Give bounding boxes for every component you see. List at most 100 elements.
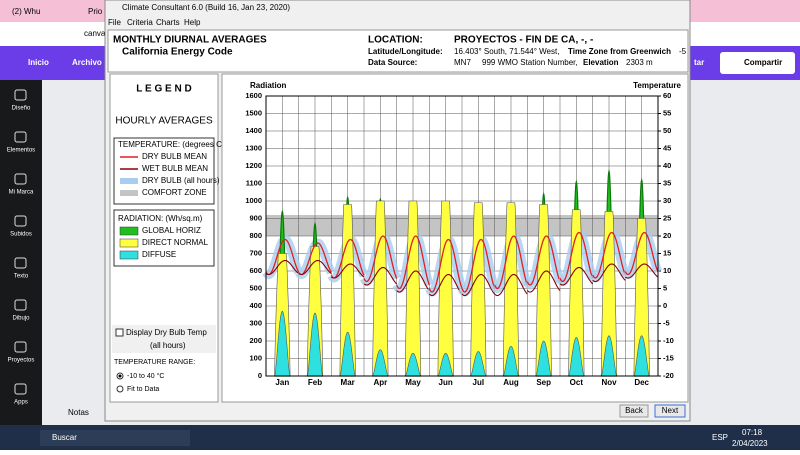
dry-bulb-mean bbox=[396, 235, 430, 290]
radiation-1 bbox=[372, 200, 389, 377]
radiation-2 bbox=[470, 351, 487, 377]
checkbox[interactable] bbox=[115, 328, 124, 337]
tab[interactable]: (2) Whu bbox=[12, 7, 40, 16]
radiation-1 bbox=[404, 200, 422, 377]
value: 16.403° South, 71.544° West, bbox=[454, 47, 559, 56]
x-tick-label: Jun bbox=[439, 378, 453, 387]
wet-bulb-mean bbox=[559, 266, 594, 286]
back-button[interactable] bbox=[619, 404, 649, 418]
sidebar-icon[interactable] bbox=[14, 299, 27, 311]
sidebar-icon[interactable] bbox=[14, 173, 27, 185]
sidebar-icon[interactable] bbox=[14, 89, 27, 101]
value: 2303 m bbox=[626, 58, 653, 67]
wet-bulb-mean bbox=[494, 273, 528, 297]
y2-tick-label: -20 bbox=[663, 371, 674, 380]
legend-item: DIRECT NORMAL bbox=[142, 238, 209, 247]
date: 2/04/2023 bbox=[732, 439, 768, 448]
sidebar-item[interactable]: Apps bbox=[14, 400, 28, 406]
y-axis-label: Radiation bbox=[250, 81, 287, 90]
radio-label[interactable]: Fit to Data bbox=[127, 386, 159, 393]
menu-item[interactable]: Criteria bbox=[127, 18, 153, 27]
legend-item: DRY BULB (all hours) bbox=[142, 176, 220, 185]
lang: ESP bbox=[712, 433, 728, 442]
value: 999 WMO Station Number, bbox=[482, 58, 578, 67]
y-tick-label: 1400 bbox=[245, 126, 262, 135]
y2-tick-label: 40 bbox=[663, 161, 671, 170]
notes[interactable]: Notas bbox=[68, 408, 89, 417]
menu-item[interactable]: Charts bbox=[156, 18, 180, 27]
tab[interactable]: Prio bbox=[88, 7, 103, 16]
button-label[interactable]: Next bbox=[662, 406, 679, 415]
x-tick-label: Oct bbox=[570, 378, 584, 387]
y2-tick-label: 25 bbox=[663, 213, 671, 222]
legend-subtitle: HOURLY AVERAGES bbox=[115, 116, 213, 127]
y2-tick-label: 0 bbox=[663, 301, 667, 310]
radiation-1 bbox=[339, 204, 356, 377]
sidebar-item[interactable]: Diseño bbox=[12, 106, 31, 112]
dry-bulb-mean bbox=[624, 231, 659, 276]
value: PROYECTOS - FIN DE CA, -, - bbox=[454, 35, 593, 46]
y-tick-label: 1600 bbox=[245, 91, 262, 100]
sidebar-icon[interactable] bbox=[14, 341, 27, 353]
y-tick-label: 1100 bbox=[246, 178, 262, 187]
dry-bulb-mean bbox=[559, 231, 594, 283]
sidebar-icon[interactable] bbox=[14, 131, 27, 143]
toolbar-item[interactable]: Archivo bbox=[72, 58, 102, 67]
y2-tick-label: 35 bbox=[663, 178, 671, 187]
search[interactable]: Buscar bbox=[52, 433, 77, 442]
dry-bulb-mean bbox=[363, 235, 398, 283]
y-tick-label: 200 bbox=[249, 336, 262, 345]
radiation-2 bbox=[601, 335, 617, 377]
y-tick-label: 1200 bbox=[245, 161, 262, 170]
y2-tick-label: 20 bbox=[663, 231, 671, 240]
sidebar-item[interactable]: Subidos bbox=[10, 232, 32, 238]
label: Data Source: bbox=[368, 58, 417, 67]
menu-item[interactable]: Help bbox=[184, 18, 201, 27]
radio[interactable] bbox=[116, 385, 124, 393]
y-tick-label: 700 bbox=[249, 248, 262, 257]
dry-bulb-mean bbox=[330, 238, 365, 279]
share-label[interactable]: Compartir bbox=[744, 58, 782, 67]
header-subtitle: California Energy Code bbox=[122, 47, 233, 58]
toolbar-item[interactable]: tar bbox=[694, 58, 704, 67]
toolbar-item[interactable]: Inicio bbox=[28, 58, 49, 67]
button-label[interactable]: Back bbox=[625, 406, 644, 415]
share-button[interactable] bbox=[720, 52, 795, 74]
radio-dot bbox=[118, 374, 122, 378]
sidebar-item[interactable]: Texto bbox=[14, 274, 29, 280]
y2-tick-label: 5 bbox=[663, 283, 667, 292]
sidebar-icon[interactable] bbox=[14, 215, 27, 227]
dry-bulb-mean bbox=[494, 235, 528, 290]
radiation-2 bbox=[274, 310, 291, 377]
search-box[interactable] bbox=[40, 430, 190, 446]
y-tick-label: 400 bbox=[249, 301, 262, 310]
x-tick-label: Aug bbox=[503, 378, 519, 387]
sidebar-item[interactable]: Elementos bbox=[7, 148, 35, 154]
radio-label[interactable]: -10 to 40 °C bbox=[127, 372, 164, 380]
x-tick-label: Mar bbox=[341, 378, 355, 387]
wet-bulb-mean bbox=[592, 263, 626, 283]
legend-box bbox=[113, 137, 215, 205]
value: MN7 bbox=[454, 58, 471, 67]
sidebar-item[interactable]: Dibujo bbox=[12, 316, 30, 322]
next-button[interactable] bbox=[654, 404, 686, 418]
checkbox-label[interactable]: Display Dry Bulb Temp bbox=[126, 328, 207, 337]
wet-bulb-mean bbox=[625, 263, 659, 279]
range-heading: TEMPERATURE RANGE: bbox=[114, 359, 195, 366]
sidebar-item[interactable]: Mi Marca bbox=[9, 190, 34, 196]
wet-bulb-mean bbox=[363, 266, 398, 286]
radiation-2 bbox=[503, 345, 519, 377]
url[interactable]: canva bbox=[84, 29, 106, 38]
legend-swatch bbox=[119, 250, 139, 260]
radiation-1 bbox=[535, 204, 552, 377]
sidebar-icon[interactable] bbox=[14, 257, 27, 269]
y2-tick-label: 15 bbox=[663, 248, 671, 257]
sidebar-icon[interactable] bbox=[14, 383, 27, 395]
radiation-1 bbox=[437, 200, 454, 377]
checkbox-sub: (all hours) bbox=[150, 341, 186, 350]
legend-item: WET BULB MEAN bbox=[142, 164, 208, 173]
sidebar-item[interactable]: Proyectos bbox=[8, 358, 35, 364]
dry-bulb-mean bbox=[526, 235, 561, 286]
menu-item[interactable]: File bbox=[108, 18, 121, 27]
